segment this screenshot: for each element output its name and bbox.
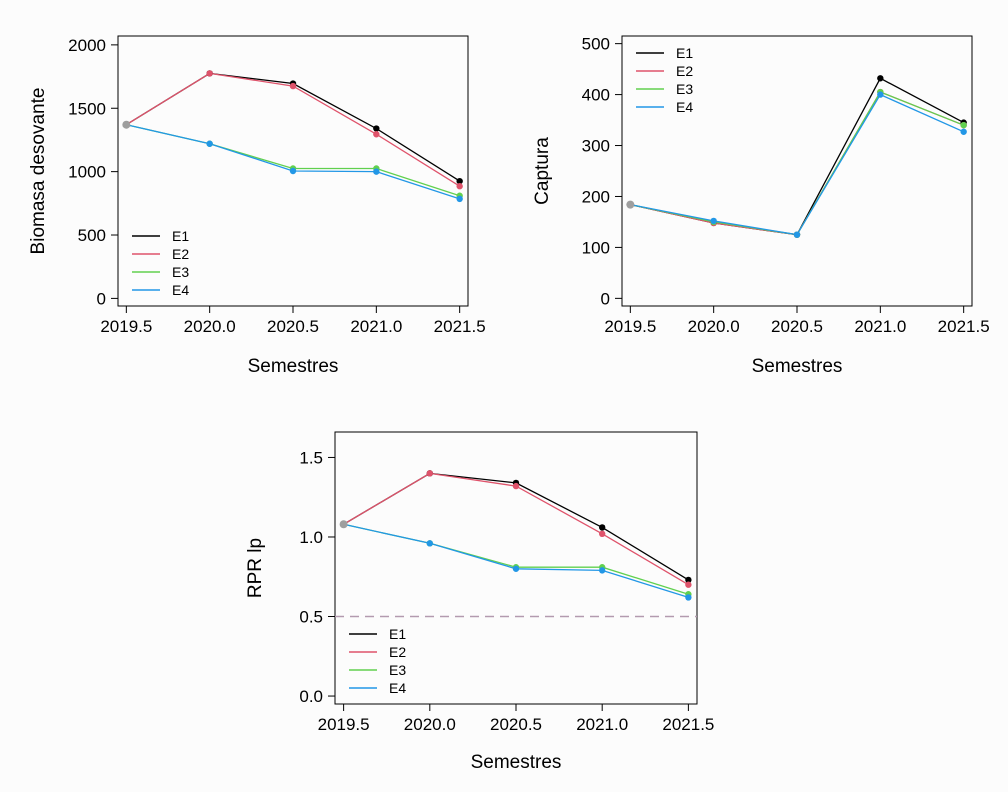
data-point-start (626, 200, 635, 209)
data-point-e4 (512, 565, 520, 572)
y-tick-label: 0.0 (299, 687, 323, 706)
data-point-e4 (877, 91, 884, 98)
data-point-e2 (598, 530, 606, 538)
y-tick-label: 500 (78, 226, 106, 245)
x-tick-label: 2020.0 (184, 317, 236, 336)
x-tick-label: 2021.0 (576, 715, 628, 734)
y-tick-label: 0 (97, 289, 106, 308)
legend-label-e2: E2 (676, 63, 693, 79)
legend-label-e2: E2 (389, 644, 406, 660)
x-tick-label: 2021.5 (662, 715, 714, 734)
y-tick-label: 1.5 (299, 448, 323, 467)
legend-label-e1: E1 (389, 626, 406, 642)
y-tick-label: 100 (582, 238, 610, 257)
legend-label-e1: E1 (676, 45, 693, 61)
x-tick-label: 2019.5 (318, 715, 370, 734)
data-point-e2 (685, 581, 692, 588)
y-tick-label: 500 (582, 35, 610, 54)
data-point-e2 (426, 470, 434, 477)
data-point-e4 (598, 567, 606, 574)
data-point-e4 (793, 231, 801, 238)
x-tick-label: 2020.0 (404, 715, 456, 734)
x-tick-label: 2019.5 (100, 317, 152, 336)
y-axis-title: Biomasa desovante (28, 88, 49, 255)
legend-label-e4: E4 (172, 282, 189, 298)
x-tick-label: 2021.5 (938, 317, 990, 336)
data-point-e4 (456, 195, 463, 203)
y-tick-label: 1000 (68, 163, 106, 182)
x-tick-label: 2021.5 (434, 317, 486, 336)
y-tick-label: 300 (582, 137, 610, 156)
legend-label-e1: E1 (172, 228, 189, 244)
chart-panel-3: 2019.5 2020.0 2020.5 2021.0 2021.5 0.0 0.5 1.0 1… (245, 431, 714, 773)
data-point-e1 (456, 177, 463, 185)
legend-label-e3: E3 (389, 662, 406, 678)
data-point-e2 (206, 70, 213, 77)
data-point-e4 (960, 128, 967, 135)
data-point-e4 (426, 540, 434, 547)
x-tick-label: 2020.5 (490, 715, 542, 734)
data-point-e4 (373, 168, 380, 175)
data-point-e1 (373, 125, 380, 132)
data-point-e4 (685, 594, 692, 601)
legend-label-e4: E4 (676, 99, 693, 115)
data-point-e2 (512, 482, 520, 490)
data-point-e4 (206, 140, 213, 147)
x-tick-label: 2021.0 (350, 317, 402, 336)
x-tick-label: 2021.0 (854, 317, 906, 336)
data-point-e2 (289, 82, 297, 90)
y-tick-label: 1.0 (299, 528, 323, 547)
y-tick-label: 2000 (68, 36, 106, 55)
x-axis-title: Semestres (752, 356, 843, 377)
y-tick-label: 0.5 (299, 608, 323, 627)
data-point-e4 (710, 217, 717, 225)
y-tick-label: 200 (582, 187, 610, 206)
chart-panel-2: 2019.5 2020.0 2020.5 2021.0 2021.5 0 100 200 300… (532, 35, 990, 377)
data-point-start (122, 120, 131, 129)
data-point-e2 (373, 131, 380, 138)
y-tick-label: 1500 (68, 99, 106, 118)
y-axis-title: Captura (532, 137, 553, 205)
x-tick-label: 2020.5 (771, 317, 823, 336)
data-point-e1 (685, 576, 692, 584)
data-point-e3 (960, 121, 967, 129)
legend-label-e3: E3 (676, 81, 693, 97)
data-point-e1 (598, 524, 606, 531)
x-tick-label: 2020.0 (688, 317, 740, 336)
x-axis-title: Semestres (471, 752, 562, 773)
y-tick-label: 0 (601, 289, 610, 308)
legend-label-e2: E2 (172, 246, 189, 262)
x-tick-label: 2019.5 (604, 317, 656, 336)
data-point-start (339, 520, 348, 529)
y-axis-title: RPR lp (245, 538, 266, 598)
data-point-e1 (877, 75, 884, 82)
chart-panel-1: 2019.5 2020.0 2020.5 2021.0 2021.5 0 500 1000 15… (28, 35, 486, 377)
data-point-e2 (456, 183, 463, 190)
legend-label-e3: E3 (172, 264, 189, 280)
x-axis-title: Semestres (248, 356, 339, 377)
y-tick-label: 400 (582, 86, 610, 105)
legend-label-e4: E4 (389, 680, 406, 696)
data-point-e4 (289, 167, 297, 175)
x-tick-label: 2020.5 (267, 317, 319, 336)
